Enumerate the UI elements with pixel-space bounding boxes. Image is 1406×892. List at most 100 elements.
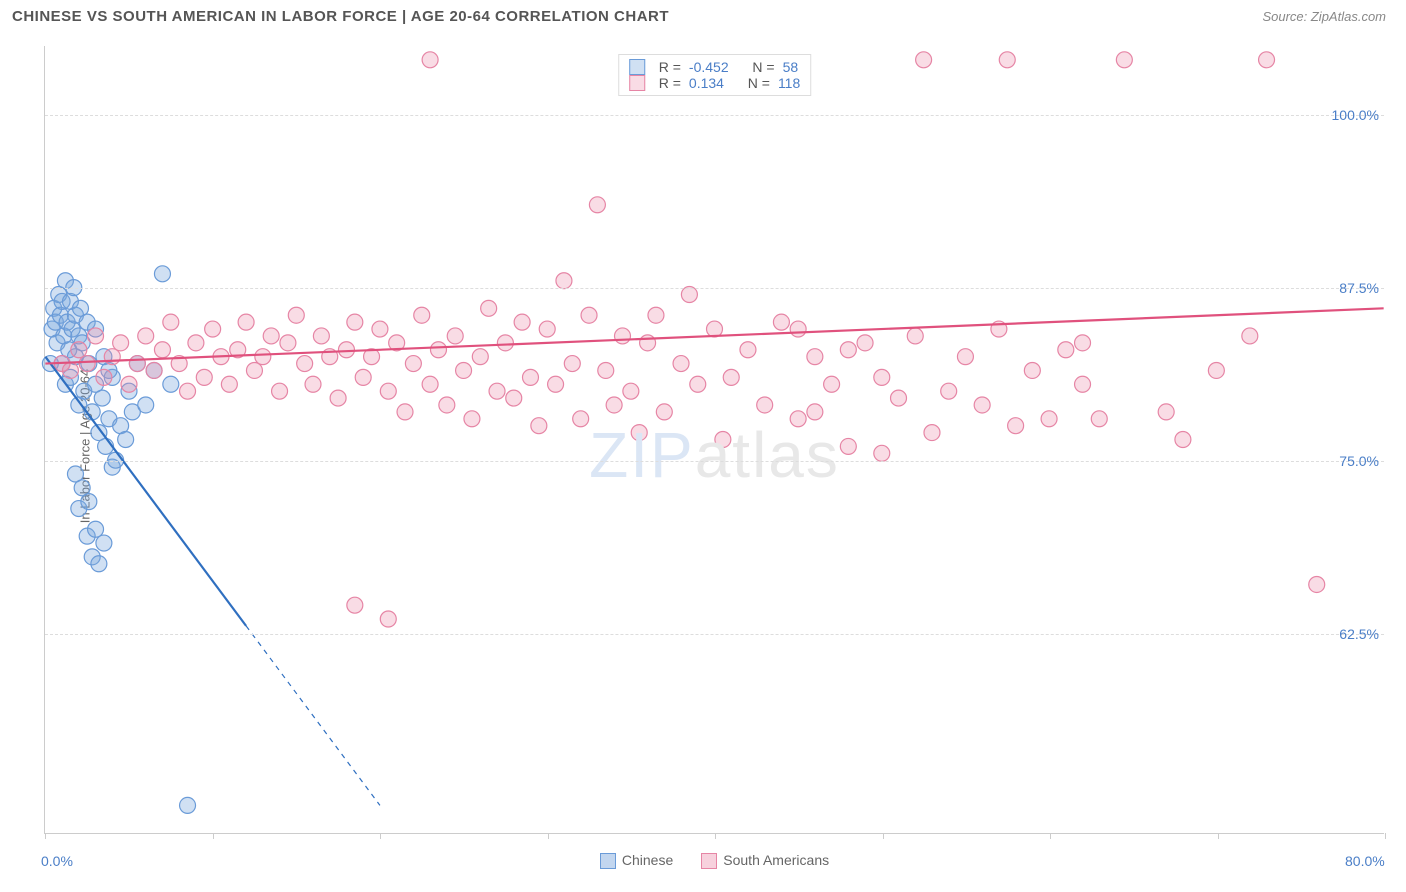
- x-tick-mark: [213, 833, 214, 839]
- data-point: [506, 390, 522, 406]
- data-point: [715, 432, 731, 448]
- data-point: [94, 390, 110, 406]
- data-point: [916, 52, 932, 68]
- data-point: [589, 197, 605, 213]
- legend-label-0: Chinese: [622, 852, 673, 868]
- data-point: [1008, 418, 1024, 434]
- legend-item-south-americans: South Americans: [701, 852, 829, 869]
- r-value-0: -0.452: [689, 59, 729, 75]
- data-point: [447, 328, 463, 344]
- data-point: [573, 411, 589, 427]
- data-point: [146, 362, 162, 378]
- n-value-1: 118: [778, 75, 800, 91]
- y-tick-label: 75.0%: [1319, 453, 1379, 469]
- data-point: [118, 432, 134, 448]
- data-point: [1208, 362, 1224, 378]
- data-point: [163, 314, 179, 330]
- data-point: [1058, 342, 1074, 358]
- scatter-svg: [45, 46, 1384, 833]
- data-point: [891, 390, 907, 406]
- x-tick-label: 80.0%: [1345, 853, 1385, 869]
- data-point: [246, 362, 262, 378]
- data-point: [497, 335, 513, 351]
- data-point: [280, 335, 296, 351]
- y-tick-label: 62.5%: [1319, 626, 1379, 642]
- data-point: [154, 342, 170, 358]
- data-point: [631, 425, 647, 441]
- data-point: [673, 356, 689, 372]
- data-point: [138, 397, 154, 413]
- data-point: [430, 342, 446, 358]
- data-point: [924, 425, 940, 441]
- data-point: [196, 369, 212, 385]
- data-point: [757, 397, 773, 413]
- r-label-1: R =: [659, 75, 681, 91]
- data-point: [121, 376, 137, 392]
- x-tick-mark: [1218, 833, 1219, 839]
- data-point: [297, 356, 313, 372]
- data-point: [857, 335, 873, 351]
- data-point: [1309, 576, 1325, 592]
- data-point: [113, 335, 129, 351]
- x-tick-mark: [1385, 833, 1386, 839]
- data-point: [422, 376, 438, 392]
- data-point: [514, 314, 530, 330]
- data-point: [824, 376, 840, 392]
- data-point: [656, 404, 672, 420]
- data-point: [422, 52, 438, 68]
- r-value-1: 0.134: [689, 75, 724, 91]
- data-point: [615, 328, 631, 344]
- regression-line-extrapolated: [246, 626, 380, 805]
- data-point: [548, 376, 564, 392]
- data-point: [1158, 404, 1174, 420]
- correlation-legend-row-0: R = -0.452 N = 58: [629, 59, 801, 75]
- r-label-0: R =: [659, 59, 681, 75]
- data-point: [88, 521, 104, 537]
- series-legend: Chinese South Americans: [45, 852, 1384, 869]
- data-point: [581, 307, 597, 323]
- gridline-h: [45, 461, 1384, 462]
- data-point: [397, 404, 413, 420]
- data-point: [1075, 335, 1091, 351]
- data-point: [347, 314, 363, 330]
- data-point: [81, 494, 97, 510]
- data-point: [874, 445, 890, 461]
- data-point: [338, 342, 354, 358]
- data-point: [1041, 411, 1057, 427]
- data-point: [380, 611, 396, 627]
- data-point: [1075, 376, 1091, 392]
- n-label-1: N =: [748, 75, 770, 91]
- data-point: [347, 597, 363, 613]
- data-point: [221, 376, 237, 392]
- data-point: [405, 356, 421, 372]
- data-point: [288, 307, 304, 323]
- data-point: [79, 356, 95, 372]
- data-point: [88, 328, 104, 344]
- data-point: [1116, 52, 1132, 68]
- data-point: [129, 356, 145, 372]
- data-point: [773, 314, 789, 330]
- correlation-legend: R = -0.452 N = 58 R = 0.134 N = 118: [618, 54, 812, 96]
- data-point: [564, 356, 580, 372]
- data-point: [999, 52, 1015, 68]
- correlation-legend-row-1: R = 0.134 N = 118: [629, 75, 801, 91]
- x-tick-mark: [45, 833, 46, 839]
- data-point: [1024, 362, 1040, 378]
- data-point: [623, 383, 639, 399]
- legend-item-chinese: Chinese: [600, 852, 673, 869]
- data-point: [723, 369, 739, 385]
- legend-swatch-south-americans: [629, 75, 645, 91]
- y-tick-label: 87.5%: [1319, 280, 1379, 296]
- data-point: [790, 321, 806, 337]
- data-point: [489, 383, 505, 399]
- data-point: [807, 349, 823, 365]
- data-point: [96, 535, 112, 551]
- data-point: [272, 383, 288, 399]
- data-point: [606, 397, 622, 413]
- n-label-0: N =: [752, 59, 774, 75]
- data-point: [539, 321, 555, 337]
- data-point: [154, 266, 170, 282]
- data-point: [305, 376, 321, 392]
- data-point: [807, 404, 823, 420]
- x-tick-mark: [380, 833, 381, 839]
